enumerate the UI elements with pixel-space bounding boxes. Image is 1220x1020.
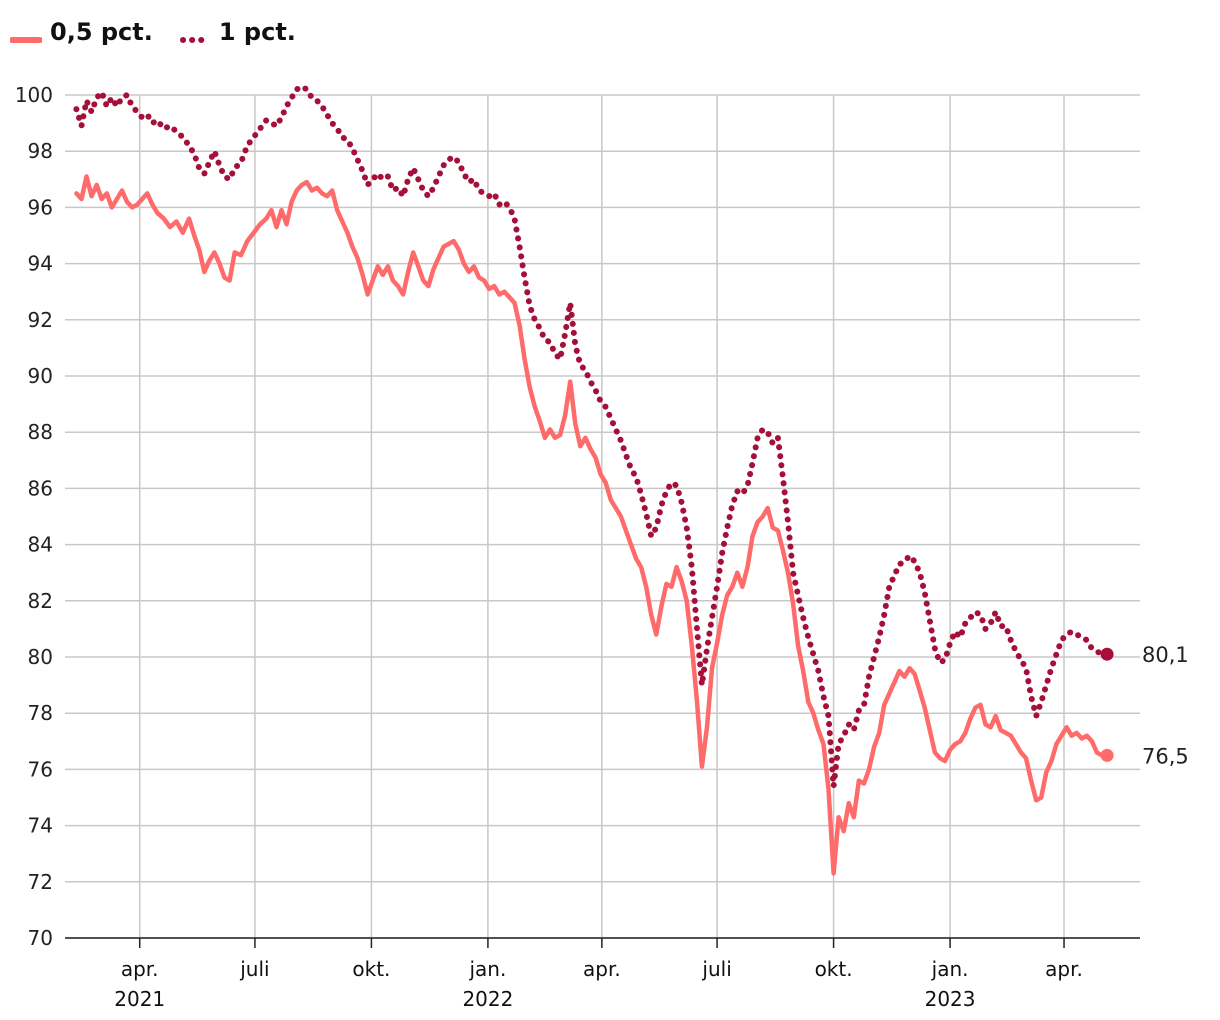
y-tick-label: 98 xyxy=(28,139,53,163)
chart-series xyxy=(73,83,1114,876)
legend-swatch-solid-icon xyxy=(9,25,43,43)
x-tick-label: juli xyxy=(701,957,731,981)
series-end-marker xyxy=(1100,647,1114,661)
x-tick-label: jan. xyxy=(931,957,969,981)
chart-axes: 70 72 74 76 78 80 82 84 86 88 90 92 94 96 98 100 apr. 202… xyxy=(15,83,1140,1011)
x-tick-label: apr. xyxy=(121,957,159,981)
y-tick-label: 74 xyxy=(28,814,53,838)
series-end-label: 76,5 xyxy=(1142,744,1189,768)
y-tick-label: 96 xyxy=(28,195,53,219)
y-tick-label: 84 xyxy=(28,533,53,557)
chart-end-labels: 76,5 80,1 xyxy=(1142,643,1189,768)
x-year-label: 2023 xyxy=(925,987,976,1011)
series-line xyxy=(73,83,1111,790)
legend-label: 1 pct. xyxy=(218,18,296,46)
y-tick-label: 90 xyxy=(28,364,53,388)
series-line xyxy=(74,174,1110,876)
y-tick-label: 100 xyxy=(15,83,53,107)
legend-item-series-1: 0,5 pct. xyxy=(9,18,153,46)
y-tick-label: 88 xyxy=(28,420,53,444)
legend-item-series-2: 1 pct. xyxy=(179,18,296,46)
y-tick-label: 70 xyxy=(28,926,53,950)
series-end-label: 80,1 xyxy=(1142,643,1189,667)
x-tick-label: juli xyxy=(239,957,269,981)
y-tick-label: 94 xyxy=(28,252,53,276)
y-tick-label: 82 xyxy=(28,589,53,613)
x-tick-label: okt. xyxy=(815,957,853,981)
y-tick-label: 86 xyxy=(28,476,53,500)
chart-grid xyxy=(65,94,1140,939)
x-tick-label: jan. xyxy=(468,957,506,981)
x-tick-label: apr. xyxy=(1045,957,1083,981)
series-end-marker xyxy=(1100,748,1114,762)
x-year-label: 2021 xyxy=(114,987,165,1011)
y-tick-label: 78 xyxy=(28,701,53,725)
y-tick-label: 72 xyxy=(28,870,53,894)
y-tick-label: 76 xyxy=(28,757,53,781)
x-tick-label: okt. xyxy=(352,957,390,981)
x-tick-label: apr. xyxy=(583,957,621,981)
legend-label: 0,5 pct. xyxy=(50,18,153,46)
y-tick-label: 80 xyxy=(28,645,53,669)
legend: 0,5 pct. 1 pct. xyxy=(9,18,296,46)
x-year-label: 2022 xyxy=(462,987,513,1011)
y-tick-label: 92 xyxy=(28,308,53,332)
